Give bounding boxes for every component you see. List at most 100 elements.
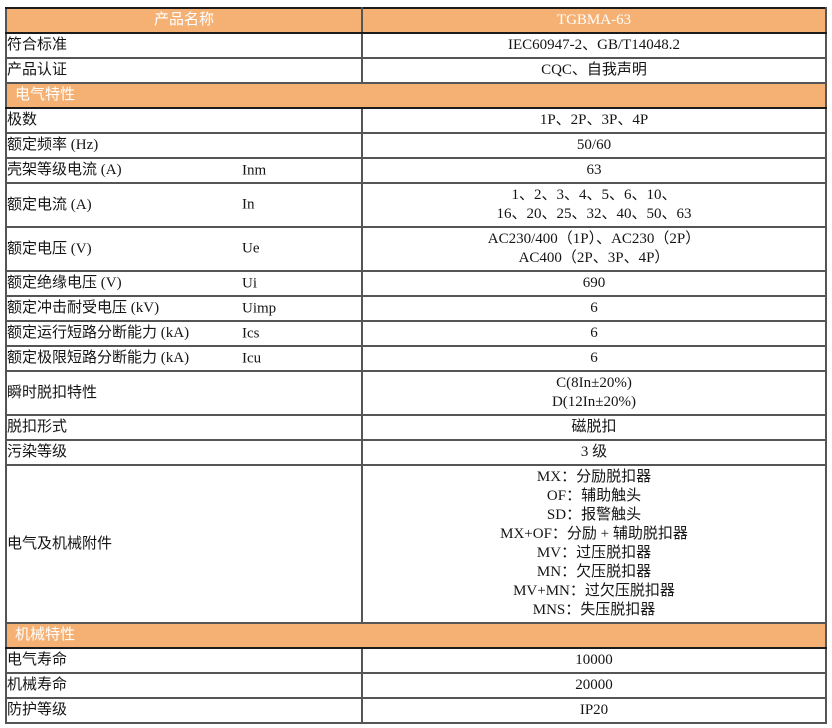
section-header-row: 电气特性	[5, 82, 827, 109]
row-label-cell: 脱扣形式	[5, 414, 363, 441]
row-value-line: MV+MN：过欠压脱扣器	[513, 583, 675, 599]
row-label-cell: 额定绝缘电压 (V) Ui	[5, 270, 363, 297]
row-label: 额定电流 (A)	[7, 196, 92, 213]
row-label: 符合标准	[7, 37, 68, 53]
section-title: 机械特性	[5, 622, 827, 649]
table-row: 防护等级 IP20	[5, 697, 827, 724]
row-label: 额定频率 (Hz)	[7, 137, 99, 153]
table-row: 极数 1P、2P、3P、4P	[5, 107, 827, 134]
table-row: 额定电压 (V) Ue AC230/400（1P）、AC230（2P） AC400（2…	[5, 226, 827, 272]
row-label-cell: 电气及机械附件	[5, 464, 363, 624]
row-symbol: Uimp	[242, 300, 277, 316]
row-value-line: 1、2、3、4、5、6、10、	[511, 187, 677, 203]
row-value-line: MN：欠压脱扣器	[536, 564, 652, 580]
table-row: 产品认证 CQC、自我声明	[5, 57, 827, 84]
row-value-line: MX：分励脱扣器	[536, 469, 652, 485]
product-spec-table: 产品名称 TGBMA-63 符合标准 IEC60947-2、GB/T14048.2 产品…	[5, 7, 827, 724]
row-label: 壳架等级电流 (A)	[7, 162, 122, 178]
table-row: 额定冲击耐受电压 (kV) Uimp 6	[5, 295, 827, 322]
row-value-line: IP20	[579, 702, 609, 718]
row-value-line: 6	[590, 300, 598, 316]
row-value-line: 63	[586, 162, 602, 178]
table-row: 电气寿命 10000	[5, 647, 827, 674]
row-value-line: 16、20、25、32、40、50、63	[496, 206, 692, 222]
table-row: 瞬时脱扣特性 C(8In±20%) D(12In±20%)	[5, 370, 827, 416]
row-value-cell: 1、2、3、4、5、6、10、 16、20、25、32、40、50、63	[361, 182, 827, 228]
table-row: 污染等级 3 级	[5, 439, 827, 466]
row-symbol: Ue	[242, 240, 260, 257]
table-row: 符合标准 IEC60947-2、GB/T14048.2	[5, 32, 827, 59]
row-symbol: In	[242, 196, 255, 213]
row-label: 额定冲击耐受电压 (kV)	[7, 300, 160, 316]
row-value-cell: C(8In±20%) D(12In±20%)	[361, 370, 827, 416]
table-row: 机械寿命 20000	[5, 672, 827, 699]
row-value-cell: 6	[361, 320, 827, 347]
row-value-line: AC230/400（1P）、AC230（2P）	[487, 231, 701, 247]
row-label: 机械寿命	[7, 677, 68, 693]
row-value-cell: AC230/400（1P）、AC230（2P） AC400（2P、3P、4P）	[361, 226, 827, 272]
row-label: 额定运行短路分断能力 (kA)	[7, 325, 190, 341]
table-row: 额定频率 (Hz) 50/60	[5, 132, 827, 159]
table-row: 脱扣形式 磁脱扣	[5, 414, 827, 441]
row-label: 脱扣形式	[7, 419, 68, 435]
row-value-line: 6	[590, 350, 598, 366]
row-value-cell: MX：分励脱扣器 OF：辅助触头 SD：报警触头 MX+OF：分励 + 辅助脱扣器 MV…	[361, 464, 827, 624]
table-row: 额定运行短路分断能力 (kA) Ics 6	[5, 320, 827, 347]
row-value-line: C(8In±20%)	[556, 375, 632, 391]
product-name-header: 产品名称	[5, 7, 363, 34]
row-value-cell: CQC、自我声明	[361, 57, 827, 84]
table-row: 电气及机械附件 MX：分励脱扣器 OF：辅助触头 SD：报警触头 MX+OF：分励 + …	[5, 464, 827, 624]
row-value-line: 10000	[575, 652, 613, 668]
row-value-cell: 10000	[361, 647, 827, 674]
row-value-cell: 63	[361, 157, 827, 184]
table-row: 额定绝缘电压 (V) Ui 690	[5, 270, 827, 297]
row-symbol: Ui	[242, 275, 257, 291]
row-value-line: SD：报警触头	[546, 507, 642, 523]
product-model-header: TGBMA-63	[361, 7, 827, 34]
row-label: 电气及机械附件	[7, 535, 113, 552]
row-label: 额定绝缘电压 (V)	[7, 275, 122, 291]
row-label-cell: 额定电流 (A) In	[5, 182, 363, 228]
row-label-cell: 极数	[5, 107, 363, 134]
row-value-cell: 6	[361, 345, 827, 372]
section-title: 电气特性	[5, 82, 827, 109]
row-value-cell: 磁脱扣	[361, 414, 827, 441]
row-value-line: MV：过压脱扣器	[536, 545, 652, 561]
row-value-cell: 690	[361, 270, 827, 297]
row-symbol: Icu	[242, 350, 262, 366]
row-label: 瞬时脱扣特性	[7, 384, 98, 401]
row-value-line: 690	[582, 275, 606, 291]
row-value-cell: 50/60	[361, 132, 827, 159]
row-value-cell: IP20	[361, 697, 827, 724]
row-label: 额定极限短路分断能力 (kA)	[7, 350, 190, 366]
row-value-line: CQC、自我声明	[541, 62, 647, 78]
row-symbol: Ics	[242, 325, 260, 341]
row-value-line: OF：辅助触头	[546, 488, 642, 504]
row-value-line: 磁脱扣	[571, 419, 617, 435]
row-label: 产品认证	[7, 62, 68, 78]
row-label-cell: 电气寿命	[5, 647, 363, 674]
spec-table-body: 产品名称 TGBMA-63 符合标准 IEC60947-2、GB/T14048.2 产品…	[5, 7, 827, 724]
row-value-line: MNS：失压脱扣器	[532, 602, 656, 618]
section-header-row: 机械特性	[5, 622, 827, 649]
row-value-line: 1P、2P、3P、4P	[539, 112, 649, 128]
row-label-cell: 额定运行短路分断能力 (kA) Ics	[5, 320, 363, 347]
row-label-cell: 额定频率 (Hz)	[5, 132, 363, 159]
row-label-cell: 机械寿命	[5, 672, 363, 699]
row-value-cell: 3 级	[361, 439, 827, 466]
product-header-row: 产品名称 TGBMA-63	[5, 7, 827, 34]
row-label-cell: 瞬时脱扣特性	[5, 370, 363, 416]
row-label-cell: 额定极限短路分断能力 (kA) Icu	[5, 345, 363, 372]
row-label-cell: 污染等级	[5, 439, 363, 466]
row-label-cell: 产品认证	[5, 57, 363, 84]
row-label: 极数	[7, 112, 38, 128]
row-value-line: AC400（2P、3P、4P）	[518, 250, 670, 266]
row-label: 污染等级	[7, 444, 68, 460]
row-value-line: D(12In±20%)	[551, 394, 637, 410]
row-value-line: MX+OF：分励 + 辅助脱扣器	[500, 526, 688, 542]
row-label-cell: 额定冲击耐受电压 (kV) Uimp	[5, 295, 363, 322]
row-label: 额定电压 (V)	[7, 240, 92, 257]
row-label-cell: 符合标准	[5, 32, 363, 59]
row-label-cell: 防护等级	[5, 697, 363, 724]
